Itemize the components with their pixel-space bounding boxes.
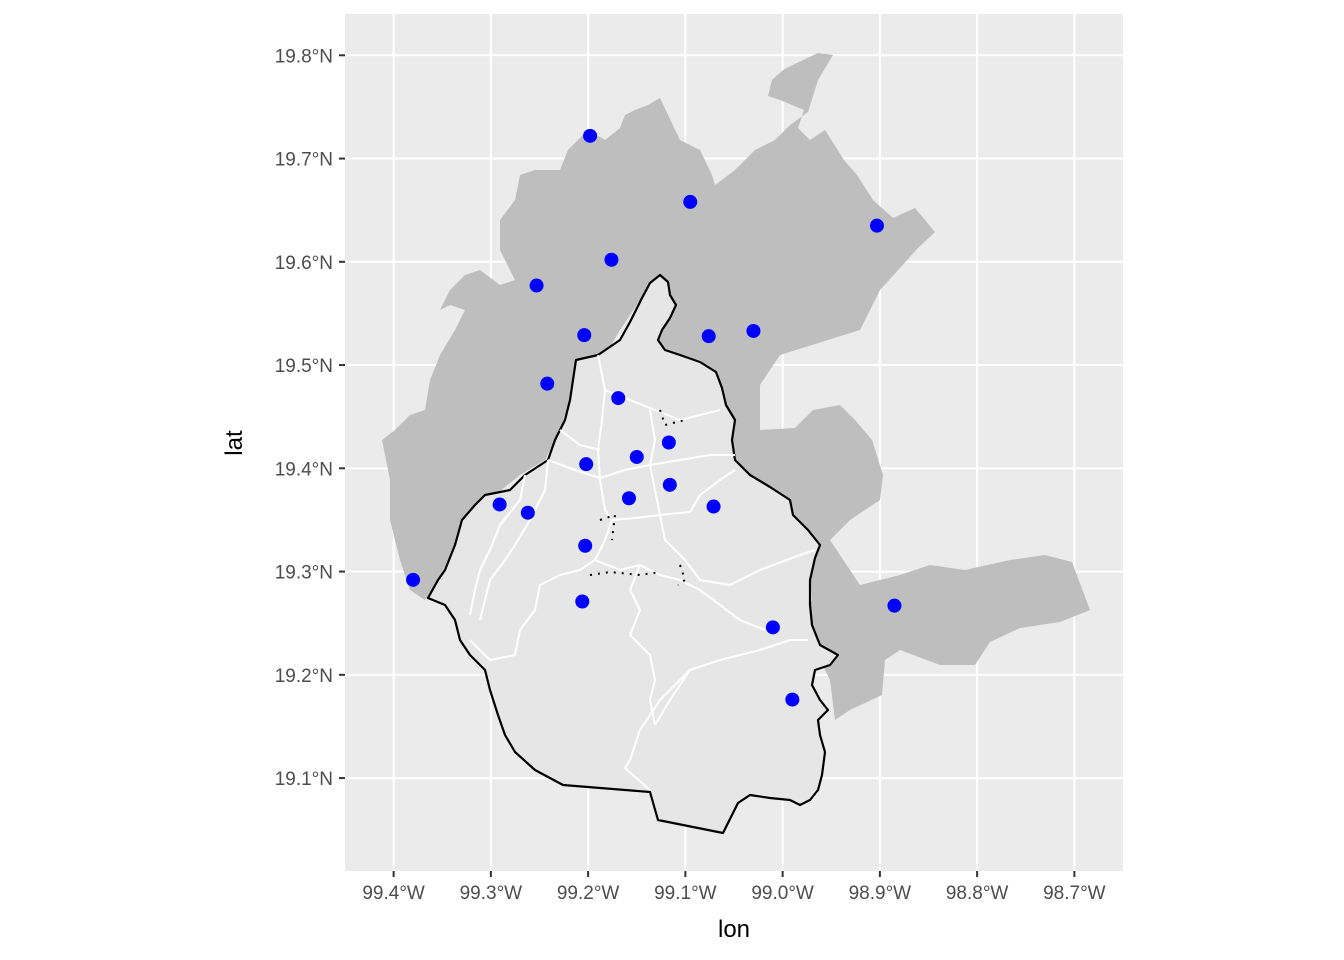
station-point [621, 491, 636, 506]
station-point [611, 391, 626, 406]
x-tick-label: 99.0°W [751, 883, 814, 904]
x-tick-label: 98.9°W [849, 883, 912, 904]
y-axis-title: lat [221, 430, 248, 456]
station-point [661, 435, 676, 450]
station-point [406, 572, 421, 587]
station-point [706, 499, 721, 514]
station-point [575, 594, 590, 609]
station-point [604, 252, 619, 267]
y-tick-label: 19.4°N [275, 459, 333, 480]
station-point [579, 457, 594, 472]
station-point [887, 598, 902, 613]
station-point [492, 497, 507, 512]
x-tick-label: 98.8°W [946, 883, 1009, 904]
station-point [629, 449, 644, 464]
district-lines [469, 354, 816, 791]
y-tick-label: 19.5°N [275, 356, 333, 377]
y-tick-label: 19.2°N [275, 666, 333, 687]
station-point [578, 538, 593, 553]
station-point [540, 376, 555, 391]
station-point [746, 323, 761, 338]
x-tick-label: 99.2°W [557, 883, 620, 904]
city-boundary-polygon [426, 273, 840, 835]
y-tick-label: 19.8°N [275, 46, 333, 67]
dotted-enclaves [589, 409, 687, 586]
station-point [529, 278, 544, 293]
station-point [583, 128, 598, 143]
y-tick-label: 19.6°N [275, 253, 333, 274]
x-tick-label: 99.1°W [654, 883, 717, 904]
station-point [683, 194, 698, 209]
y-tick-label: 19.7°N [275, 150, 333, 171]
x-tick-label: 99.4°W [362, 883, 425, 904]
y-axis-ticks: 19.1°N 19.2°N 19.3°N 19.4°N 19.5°N 19.6°N 19.7… [275, 46, 345, 790]
station-point [520, 505, 535, 520]
y-tick-label: 19.1°N [275, 769, 333, 790]
station-point [577, 328, 592, 343]
x-axis-ticks: 99.4°W 99.3°W 99.2°W 99.1°W 99.0°W 98.9°W 98.8… [362, 871, 1106, 904]
y-tick-label: 19.3°N [275, 563, 333, 584]
x-axis-title: lon [718, 916, 750, 943]
x-tick-label: 99.3°W [460, 883, 523, 904]
station-point [765, 620, 780, 635]
x-tick-label: 98.7°W [1043, 883, 1106, 904]
station-point [701, 329, 716, 344]
station-points [406, 128, 902, 707]
station-point [662, 477, 677, 492]
metro-region-polygon [382, 53, 1090, 720]
station-point [785, 692, 800, 707]
station-point [869, 218, 884, 233]
